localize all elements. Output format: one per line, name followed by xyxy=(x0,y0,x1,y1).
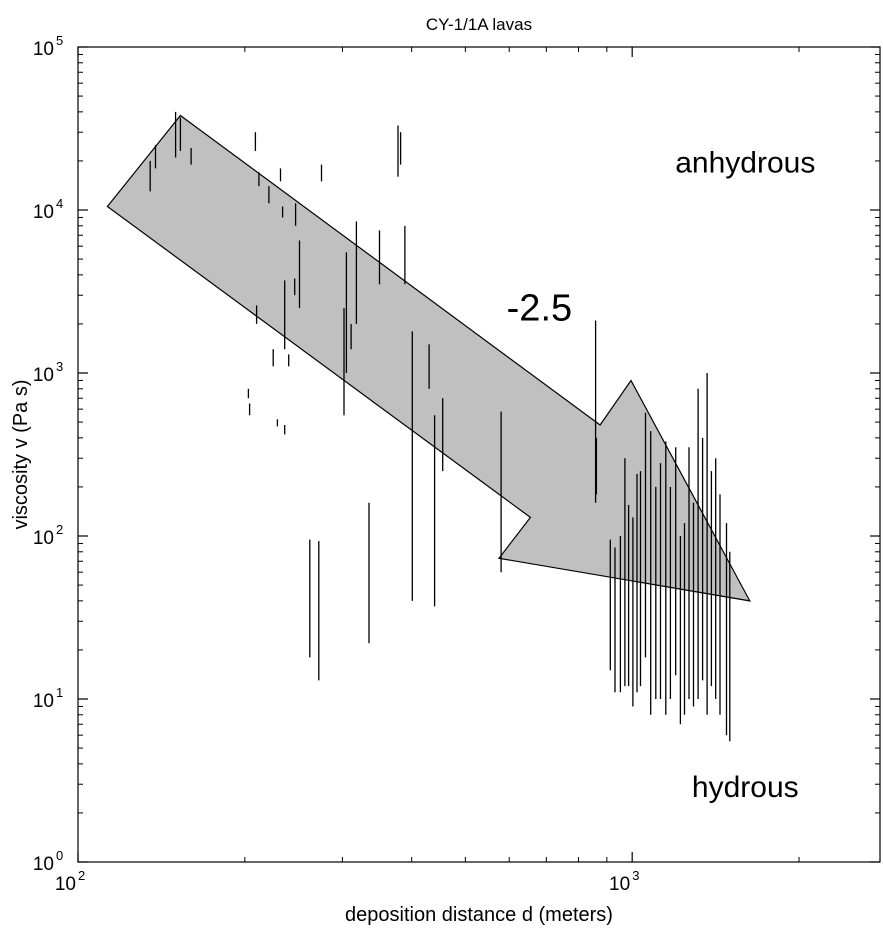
y-tick-base: 10 xyxy=(33,365,54,386)
x-tick-base: 10 xyxy=(609,874,630,895)
x-axis-title: deposition distance d (meters) xyxy=(345,904,613,926)
y-tick-base: 10 xyxy=(33,528,54,549)
chart-title: CY-1/1A lavas xyxy=(426,15,532,34)
y-tick-exp: 5 xyxy=(56,33,63,48)
data-ranges-layer xyxy=(149,111,731,742)
y-tick-label: 10 2 xyxy=(33,522,63,549)
y-tick-exp: 2 xyxy=(56,522,63,537)
y-tick-label: 10 3 xyxy=(33,359,63,386)
x-tick-base: 10 xyxy=(55,874,76,895)
annotation-anhydrous: anhydrous xyxy=(675,146,815,179)
y-tick-exp: 0 xyxy=(56,848,63,863)
x-tick-exp: 2 xyxy=(78,868,85,883)
x-tick-label: 10 2 xyxy=(55,868,85,895)
ticks-layer: 10 010 110 210 310 410 510 2 10 3 xyxy=(33,33,880,895)
y-tick-exp: 3 xyxy=(56,359,63,374)
annotations-layer: anhydrous hydrous -2.5 xyxy=(507,146,816,804)
y-tick-base: 10 xyxy=(33,691,54,712)
y-tick-exp: 4 xyxy=(56,196,63,211)
y-tick-base: 10 xyxy=(33,39,54,60)
y-tick-label: 10 1 xyxy=(33,685,63,712)
y-tick-base: 10 xyxy=(33,854,54,875)
y-tick-label: 10 4 xyxy=(33,196,63,223)
y-tick-exp: 1 xyxy=(56,685,63,700)
annotation-hydrous: hydrous xyxy=(692,771,799,804)
axes-frame-layer xyxy=(77,46,881,863)
y-axis-title: viscosity v (Pa s) xyxy=(10,379,32,529)
x-tick-label: 10 3 xyxy=(609,868,639,895)
plot-frame xyxy=(77,46,881,863)
y-tick-label: 10 0 xyxy=(33,848,63,875)
y-tick-base: 10 xyxy=(33,202,54,223)
y-tick-label: 10 5 xyxy=(33,33,63,60)
x-tick-exp: 3 xyxy=(632,868,639,883)
slope-label: -2.5 xyxy=(507,288,572,330)
